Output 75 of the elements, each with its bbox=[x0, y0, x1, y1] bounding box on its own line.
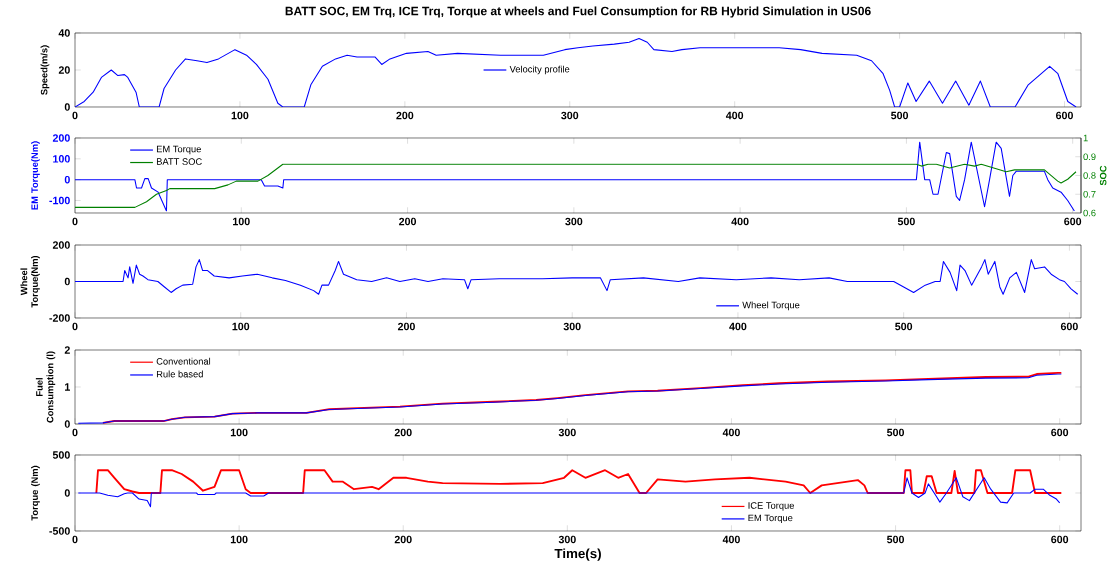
y-tick-label: 20 bbox=[58, 66, 70, 74]
x-tick-label: 200 bbox=[394, 428, 412, 437]
y-tick-label: 500 bbox=[52, 451, 70, 459]
chart-title: BATT SOC, EM Trq, ICE Trq, Torque at wheels and Fuel Consumption for RB Hybrid Simulation in US06 bbox=[285, 6, 871, 18]
y-tick-label: 0 bbox=[64, 103, 70, 111]
x-tick-label: 600 bbox=[1051, 535, 1069, 544]
x-tick-label: 200 bbox=[394, 535, 412, 544]
y-axis-title: Wheel Torque(Nm) bbox=[20, 255, 40, 308]
x-tick-label: 600 bbox=[1064, 217, 1082, 226]
y-tick-label: 0 bbox=[64, 277, 70, 286]
x-tick-label: 0 bbox=[72, 535, 78, 544]
line-series bbox=[95, 469, 1063, 494]
legend-label: Conventional bbox=[156, 357, 211, 365]
y-axis-title: Torque (Nm) bbox=[31, 465, 40, 521]
x-tick-label: 500 bbox=[887, 428, 905, 437]
y2-tick-label: 0.6 bbox=[1083, 209, 1096, 217]
x-tick-label: 600 bbox=[1051, 428, 1069, 437]
x-tick-label: 300 bbox=[558, 428, 576, 437]
legend-label: EM Torque bbox=[156, 145, 201, 155]
x-tick-label: 100 bbox=[231, 111, 249, 120]
x-tick-label: 500 bbox=[897, 217, 915, 226]
x-tick-label: 400 bbox=[722, 535, 740, 544]
x-tick-label: 0 bbox=[72, 217, 78, 226]
legend-label: Wheel Torque bbox=[742, 301, 800, 311]
x-tick-label: 200 bbox=[399, 217, 417, 226]
y-tick-label: 1 bbox=[65, 383, 70, 391]
x-tick-label: 300 bbox=[558, 535, 576, 544]
y-tick-label: 0 bbox=[64, 175, 70, 184]
x-tick-label: 0 bbox=[72, 428, 78, 437]
x-tick-label: 200 bbox=[397, 322, 415, 331]
legend-label: ICE Torque bbox=[748, 502, 794, 511]
y-tick-label: -500 bbox=[49, 527, 70, 535]
y2-tick-label: 1 bbox=[1083, 134, 1088, 142]
y2-tick-label: 0.7 bbox=[1083, 190, 1096, 198]
y-axis-title: Speed(m/s) bbox=[40, 45, 50, 95]
y-tick-label: 40 bbox=[58, 29, 70, 37]
legend-label: Rule based bbox=[156, 370, 203, 378]
y-tick-label: 200 bbox=[52, 134, 70, 142]
x-tick-label: 200 bbox=[396, 111, 414, 120]
x-tick-label: 100 bbox=[233, 217, 250, 226]
x-tick-label: 300 bbox=[561, 111, 579, 120]
y2-tick-label: 0.8 bbox=[1083, 172, 1096, 179]
x-tick-label: 300 bbox=[565, 217, 583, 226]
x-tick-label: 600 bbox=[1060, 322, 1078, 331]
x-tick-label: 600 bbox=[1056, 111, 1073, 120]
x-tick-label: 400 bbox=[722, 428, 740, 437]
x-tick-label: 0 bbox=[72, 111, 78, 120]
y-tick-label: 0 bbox=[64, 489, 70, 497]
x-tick-label: 400 bbox=[725, 111, 744, 120]
y-tick-label: 0 bbox=[64, 420, 70, 428]
x-tick-label: 500 bbox=[895, 322, 913, 331]
y-tick-label: 100 bbox=[53, 155, 70, 163]
line-series bbox=[75, 259, 1079, 295]
legend-label: Velocity profile bbox=[509, 65, 570, 75]
y-axis-title: Fuel Consumption (l) bbox=[35, 351, 56, 423]
x-tick-label: 400 bbox=[731, 217, 749, 226]
x-tick-label: 0 bbox=[72, 322, 78, 331]
x-tick-label: 300 bbox=[563, 322, 581, 331]
y-tick-label: -200 bbox=[49, 314, 70, 322]
x-tick-label: 500 bbox=[887, 535, 905, 544]
y-tick-label: -100 bbox=[49, 196, 70, 205]
x-tick-label: 100 bbox=[230, 428, 248, 437]
legend-label: BATT SOC bbox=[156, 158, 202, 165]
y-tick-label: 200 bbox=[52, 241, 70, 249]
x-tick-label: 400 bbox=[729, 322, 747, 331]
x-tick-label: 100 bbox=[230, 535, 248, 544]
x-tick-label: 500 bbox=[891, 111, 909, 120]
x-axis-title: Time(s) bbox=[554, 548, 601, 561]
line-series bbox=[75, 141, 1075, 212]
y-tick-label: 2 bbox=[64, 346, 70, 354]
x-tick-label: 100 bbox=[232, 322, 250, 331]
y-axis-title: EM Torque(Nm) bbox=[31, 141, 40, 210]
legend-label: EM Torque bbox=[748, 514, 793, 524]
y2-axis-title: SOC bbox=[1099, 165, 1107, 186]
y2-tick-label: 0.9 bbox=[1083, 153, 1096, 161]
